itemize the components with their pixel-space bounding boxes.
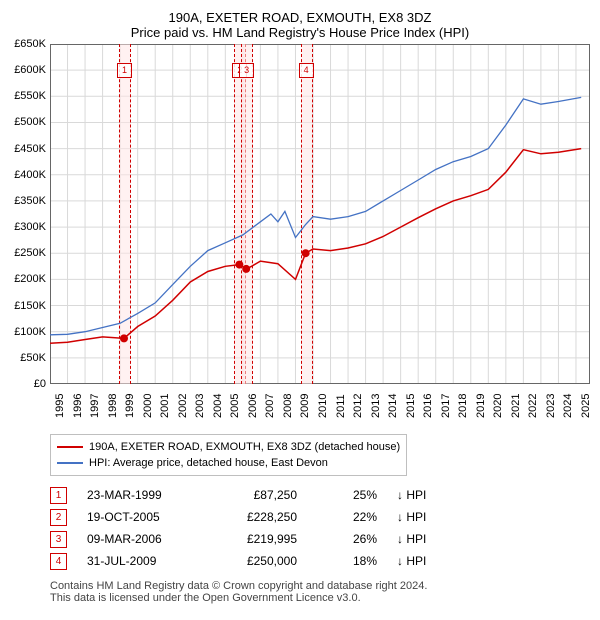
sale-history-table: 1 23-MAR-1999 £87,250 25% ↓ HPI 2 19-OCT-2005 £… [50, 484, 594, 572]
x-axis-label: 2003 [194, 394, 206, 418]
legend-item-hpi: HPI: Average price, detached house, East… [57, 455, 400, 471]
chart-title-line2: Price paid vs. HM Land Registry's House … [6, 25, 594, 40]
sale-relative-hpi: ↓ HPI [397, 554, 426, 568]
sale-history-row: 4 31-JUL-2009 £250,000 18% ↓ HPI [50, 550, 594, 572]
x-axis-label: 2012 [352, 394, 364, 418]
sale-pct: 18% [317, 554, 377, 568]
sale-history-row: 1 23-MAR-1999 £87,250 25% ↓ HPI [50, 484, 594, 506]
x-axis-label: 2022 [527, 394, 539, 418]
x-axis-label: 2006 [247, 394, 259, 418]
x-axis-label: 2009 [299, 394, 311, 418]
y-axis-label: £400K [14, 169, 50, 181]
x-axis-label: 2014 [387, 394, 399, 418]
sale-price: £219,995 [217, 532, 297, 546]
y-axis-label: £600K [14, 64, 50, 76]
x-axis-label: 1999 [124, 394, 136, 418]
sale-date: 09-MAR-2006 [87, 532, 197, 546]
x-axis-label: 2015 [405, 394, 417, 418]
x-axis-label: 1995 [54, 394, 66, 418]
x-axis-label: 2010 [317, 394, 329, 418]
y-axis-label: £300K [14, 221, 50, 233]
x-axis-label: 2018 [457, 394, 469, 418]
x-axis-label: 2002 [177, 394, 189, 418]
sale-relative-hpi: ↓ HPI [397, 532, 426, 546]
x-axis-label: 2007 [264, 394, 276, 418]
sale-date: 19-OCT-2005 [87, 510, 197, 524]
chart-title-line1: 190A, EXETER ROAD, EXMOUTH, EX8 3DZ [6, 10, 594, 25]
sale-date: 23-MAR-1999 [87, 488, 197, 502]
sale-pct: 26% [317, 532, 377, 546]
y-axis-label: £500K [14, 116, 50, 128]
sale-relative-hpi: ↓ HPI [397, 488, 426, 502]
sale-price: £250,000 [217, 554, 297, 568]
sale-relative-hpi: ↓ HPI [397, 510, 426, 524]
y-axis-label: £550K [14, 90, 50, 102]
x-axis-label: 2021 [510, 394, 522, 418]
legend: 190A, EXETER ROAD, EXMOUTH, EX8 3DZ (det… [50, 434, 407, 476]
x-axis-label: 1997 [89, 394, 101, 418]
x-axis-label: 2017 [440, 394, 452, 418]
y-axis-label: £200K [14, 273, 50, 285]
sale-index-box: 4 [50, 553, 67, 570]
y-axis-label: £50K [20, 352, 50, 364]
footer-line2: This data is licensed under the Open Gov… [50, 592, 594, 604]
y-axis-label: £100K [14, 326, 50, 338]
x-axis-label: 1996 [72, 394, 84, 418]
x-axis-label: 2008 [282, 394, 294, 418]
sale-history-row: 3 09-MAR-2006 £219,995 26% ↓ HPI [50, 528, 594, 550]
x-axis-label: 2000 [142, 394, 154, 418]
legend-label-property: 190A, EXETER ROAD, EXMOUTH, EX8 3DZ (det… [89, 439, 400, 455]
y-axis-label: £150K [14, 300, 50, 312]
x-axis-label: 2001 [159, 394, 171, 418]
x-axis-label: 2004 [212, 394, 224, 418]
sale-index-box: 2 [50, 509, 67, 526]
sale-index-box: 1 [50, 487, 67, 504]
sale-pct: 25% [317, 488, 377, 502]
sale-history-row: 2 19-OCT-2005 £228,250 22% ↓ HPI [50, 506, 594, 528]
chart-container: 190A, EXETER ROAD, EXMOUTH, EX8 3DZ Pric… [0, 0, 600, 608]
footer-line1: Contains HM Land Registry data © Crown c… [50, 580, 594, 592]
sale-index-box: 3 [50, 531, 67, 548]
legend-item-property: 190A, EXETER ROAD, EXMOUTH, EX8 3DZ (det… [57, 439, 400, 455]
sale-price: £228,250 [217, 510, 297, 524]
y-axis-label: £350K [14, 195, 50, 207]
x-axis-label: 2025 [580, 394, 592, 418]
x-axis-label: 2005 [229, 394, 241, 418]
sale-pct: 22% [317, 510, 377, 524]
x-axis-label: 2020 [492, 394, 504, 418]
sale-date: 31-JUL-2009 [87, 554, 197, 568]
x-axis-label: 2016 [422, 394, 434, 418]
y-axis-label: £0 [34, 378, 50, 390]
sale-marker-label: 1 [117, 63, 132, 78]
sale-marker-label: 4 [299, 63, 314, 78]
sale-price: £87,250 [217, 488, 297, 502]
y-axis-label: £650K [14, 38, 50, 50]
y-axis-label: £450K [14, 143, 50, 155]
sale-marker-label: 3 [239, 63, 254, 78]
x-axis-label: 1998 [107, 394, 119, 418]
x-axis-area: 1995 1996 1997 1998 1999 2000 2001 2002 2003 2004… [50, 384, 588, 430]
x-axis-label: 2013 [370, 394, 382, 418]
x-axis-label: 2024 [562, 394, 574, 418]
plot-area: £0£50K£100K£150K£200K£250K£300K£350K£400… [50, 44, 588, 384]
x-axis-label: 2011 [335, 394, 347, 418]
x-axis-label: 2023 [545, 394, 557, 418]
y-axis-label: £250K [14, 247, 50, 259]
legend-label-hpi: HPI: Average price, detached house, East… [89, 455, 328, 471]
x-axis-label: 2019 [475, 394, 487, 418]
